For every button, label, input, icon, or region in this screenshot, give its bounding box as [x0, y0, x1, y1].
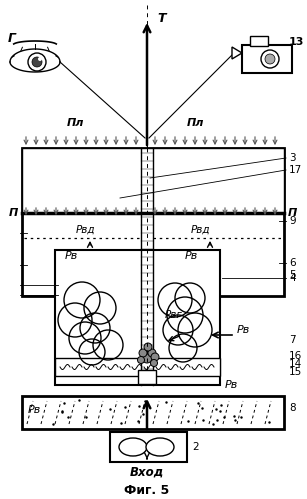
Bar [242, 45, 292, 73]
Circle shape [144, 343, 152, 351]
Text: Рв: Рв [65, 251, 78, 261]
Text: 15: 15 [289, 367, 302, 377]
Text: 14: 14 [289, 359, 302, 369]
Ellipse shape [146, 438, 174, 456]
Circle shape [148, 349, 156, 357]
Circle shape [32, 57, 42, 67]
Circle shape [142, 353, 152, 363]
Circle shape [150, 359, 157, 366]
Bar [55, 250, 220, 385]
Bar [22, 148, 284, 213]
Text: 13: 13 [288, 37, 304, 47]
Text: 7: 7 [289, 335, 296, 345]
Text: Г: Г [8, 31, 16, 44]
Bar [55, 358, 220, 376]
Text: Рв: Рв [225, 380, 238, 390]
Text: 5: 5 [289, 270, 296, 280]
Text: 2: 2 [192, 442, 199, 452]
Text: Пл: Пл [186, 118, 204, 128]
Bar [110, 432, 187, 462]
Bar [138, 370, 156, 384]
Text: П: П [9, 208, 18, 218]
Circle shape [261, 50, 279, 68]
Circle shape [151, 353, 159, 361]
Ellipse shape [119, 438, 147, 456]
Text: Вход: Вход [130, 466, 164, 479]
Bar [250, 36, 268, 46]
Text: Ра: Ра [139, 451, 155, 461]
Polygon shape [232, 47, 242, 59]
Text: 16: 16 [289, 351, 302, 361]
Circle shape [265, 54, 275, 64]
Bar [22, 396, 284, 429]
Text: 17: 17 [289, 165, 302, 175]
Text: Рв: Рв [28, 405, 41, 415]
Text: Рвд: Рвд [190, 225, 210, 235]
Text: 8: 8 [289, 403, 296, 413]
Text: Рвг: Рвг [165, 310, 183, 320]
Text: П: П [288, 208, 297, 218]
Text: 4: 4 [289, 273, 296, 283]
Text: Пл: Пл [66, 118, 84, 128]
Text: 6: 6 [289, 258, 296, 268]
Circle shape [38, 57, 42, 61]
Circle shape [138, 356, 145, 363]
Circle shape [139, 349, 147, 357]
Text: Рвд: Рвд [75, 225, 95, 235]
Text: 3: 3 [289, 153, 296, 163]
Text: Рв: Рв [185, 251, 198, 261]
Text: Фиг. 5: Фиг. 5 [124, 484, 170, 497]
Text: 9: 9 [289, 216, 296, 226]
Text: Т: Т [157, 12, 165, 25]
Bar [22, 148, 284, 296]
Text: Рв: Рв [237, 325, 250, 335]
